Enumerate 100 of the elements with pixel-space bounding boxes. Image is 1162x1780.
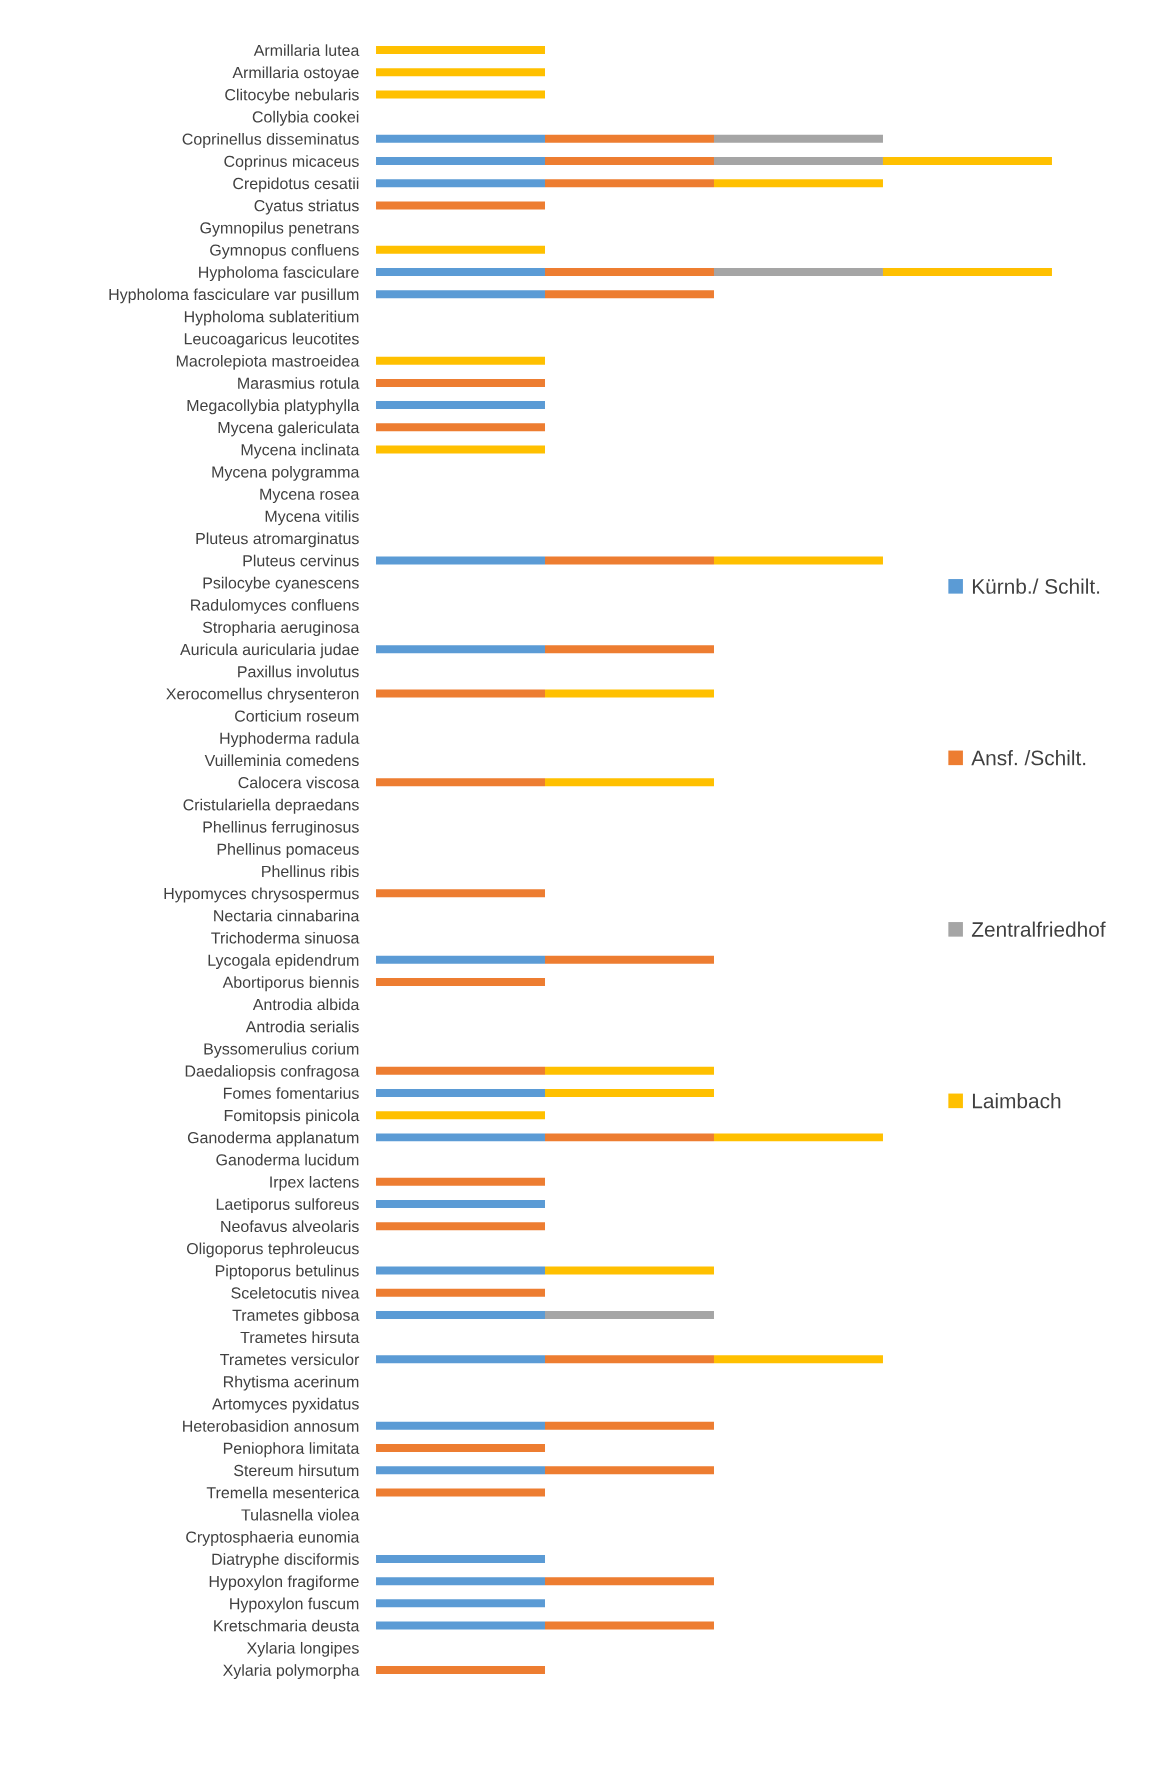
bar <box>376 778 546 787</box>
y-tick-label: Artomyces pyxidatus <box>212 1397 359 1413</box>
bar <box>376 1421 546 1430</box>
bar <box>545 778 714 787</box>
y-tick-label: Piptoporus betulinus <box>215 1264 359 1280</box>
bar <box>376 955 546 964</box>
bar <box>376 1222 546 1231</box>
y-tick-label: Neofavus alveolaris <box>221 1220 359 1233</box>
bar <box>376 179 546 188</box>
bar <box>545 157 714 166</box>
y-tick-label: Oligoporus tephroleucus <box>186 1242 359 1258</box>
y-tick-label: Pluteus atromarginatus <box>196 532 359 548</box>
y-tick-label: Trametes hirsuta <box>240 1331 360 1344</box>
y-tick-label: Tulasnella violea <box>241 1508 360 1521</box>
bar <box>376 689 546 698</box>
y-tick-label: Mycena inclinata <box>241 443 360 459</box>
bar <box>376 1355 546 1364</box>
bar <box>545 1466 714 1475</box>
bar <box>713 179 883 188</box>
y-tick-label: Hypholoma sublateritium <box>184 310 359 326</box>
bar <box>376 401 546 410</box>
y-tick-label: Megacollybia platyphylla <box>187 399 360 415</box>
legend-label: Ansf. /Schilt. <box>971 750 1086 766</box>
bar <box>545 290 714 299</box>
bar <box>376 378 546 387</box>
bar <box>376 889 546 898</box>
y-tick-label: Marasmius rotula <box>238 377 360 389</box>
y-tick-label: Calocera viscosa <box>238 776 360 789</box>
legend-label: Laimbach <box>972 1093 1061 1109</box>
bar <box>376 1089 546 1097</box>
y-tick-label: Peniophora limitata <box>223 1442 360 1458</box>
y-tick-label: Vuilleminia comedens <box>204 754 359 767</box>
legend-label: Zentralfriedhof <box>971 921 1106 937</box>
bar <box>713 267 883 276</box>
bar <box>376 1466 546 1475</box>
y-tick-label: Lycogala epidendrum <box>208 954 359 969</box>
y-tick-label: Hypholoma fasciculare var pusillum <box>109 288 359 304</box>
bar <box>545 267 714 276</box>
y-tick-label: Xerocomellus chrysenteron <box>166 687 359 703</box>
y-tick-label: Mycena galericulata <box>218 421 360 437</box>
y-tick-label: Stereum hirsutum <box>234 1464 359 1477</box>
y-tick-label: Irpex lactens <box>270 1175 359 1191</box>
y-tick-label: Clitocybe nebularis <box>225 88 359 104</box>
bar <box>545 1355 714 1364</box>
bar <box>713 157 883 166</box>
y-tick-label: Mycena rosea <box>260 488 360 503</box>
bar <box>376 157 546 166</box>
y-tick-label: Laetiporus sulforeus <box>216 1198 359 1214</box>
y-tick-label: Daedaliopsis confragosa <box>185 1065 360 1080</box>
y-tick-label: Psilocybe cyanescens <box>203 576 359 592</box>
bar <box>376 201 546 210</box>
y-tick-label: Tremella mesenterica <box>206 1486 360 1499</box>
bar <box>545 556 714 565</box>
bar <box>376 1177 546 1186</box>
y-tick-label: Hypoxylon fuscum <box>230 1597 359 1613</box>
y-tick-label: Antrodia serialis <box>245 1020 359 1033</box>
y-tick-label: Antrodia albida <box>252 998 360 1011</box>
bar <box>376 1599 546 1608</box>
y-tick-label: Coprinellus disseminatus <box>182 133 359 148</box>
y-tick-label: Fomitopsis pinicola <box>224 1109 360 1125</box>
bar <box>376 46 546 55</box>
bar <box>376 423 546 432</box>
bar <box>376 1488 546 1497</box>
y-tick-label: Stropharia aeruginosa <box>202 621 360 637</box>
y-tick-label: Fomes fomentarius <box>223 1087 359 1099</box>
y-tick-label: Sceletocutis nivea <box>231 1286 360 1299</box>
y-tick-label: Diatryphe disciformis <box>212 1553 359 1569</box>
bar <box>545 134 714 143</box>
y-tick-label: Hyphoderma radula <box>220 732 360 748</box>
bar <box>545 645 714 654</box>
bar <box>882 157 1052 166</box>
bar <box>376 1621 546 1630</box>
y-tick-label: Leucoagaricus leucotites <box>184 332 359 348</box>
y-tick-label: Collybia cookei <box>252 110 359 126</box>
y-tick-label: Auricula auricularia judae <box>180 643 359 659</box>
bar <box>376 556 546 565</box>
bar <box>882 267 1052 276</box>
bar <box>376 1199 546 1208</box>
bar <box>376 1554 546 1563</box>
bar <box>376 1665 546 1674</box>
bar <box>545 1089 714 1097</box>
y-tick-label: Byssomerulius corium <box>204 1042 359 1058</box>
y-tick-label: Corticium roseum <box>235 709 359 722</box>
bar <box>376 1288 546 1297</box>
bar <box>545 1421 714 1430</box>
bar <box>376 1066 546 1075</box>
y-tick-label: Kretschmaria deusta <box>214 1619 360 1632</box>
y-tick-label: Radulomyces confluens <box>191 599 359 614</box>
bar <box>376 245 546 254</box>
bar <box>545 1310 714 1319</box>
bar <box>376 1133 546 1142</box>
bar <box>713 134 883 143</box>
bar <box>545 1266 714 1275</box>
bar <box>376 90 546 99</box>
bar <box>713 556 883 565</box>
y-tick-label: Ganoderma applanatum <box>187 1131 359 1147</box>
y-tick-label: Hypoxylon fragiforme <box>209 1575 359 1591</box>
y-tick-label: Crepidotus cesatii <box>233 177 359 193</box>
y-tick-label: Hypomyces chrysospermus <box>164 887 359 903</box>
y-tick-label: Gymnopus confluens <box>210 244 359 259</box>
